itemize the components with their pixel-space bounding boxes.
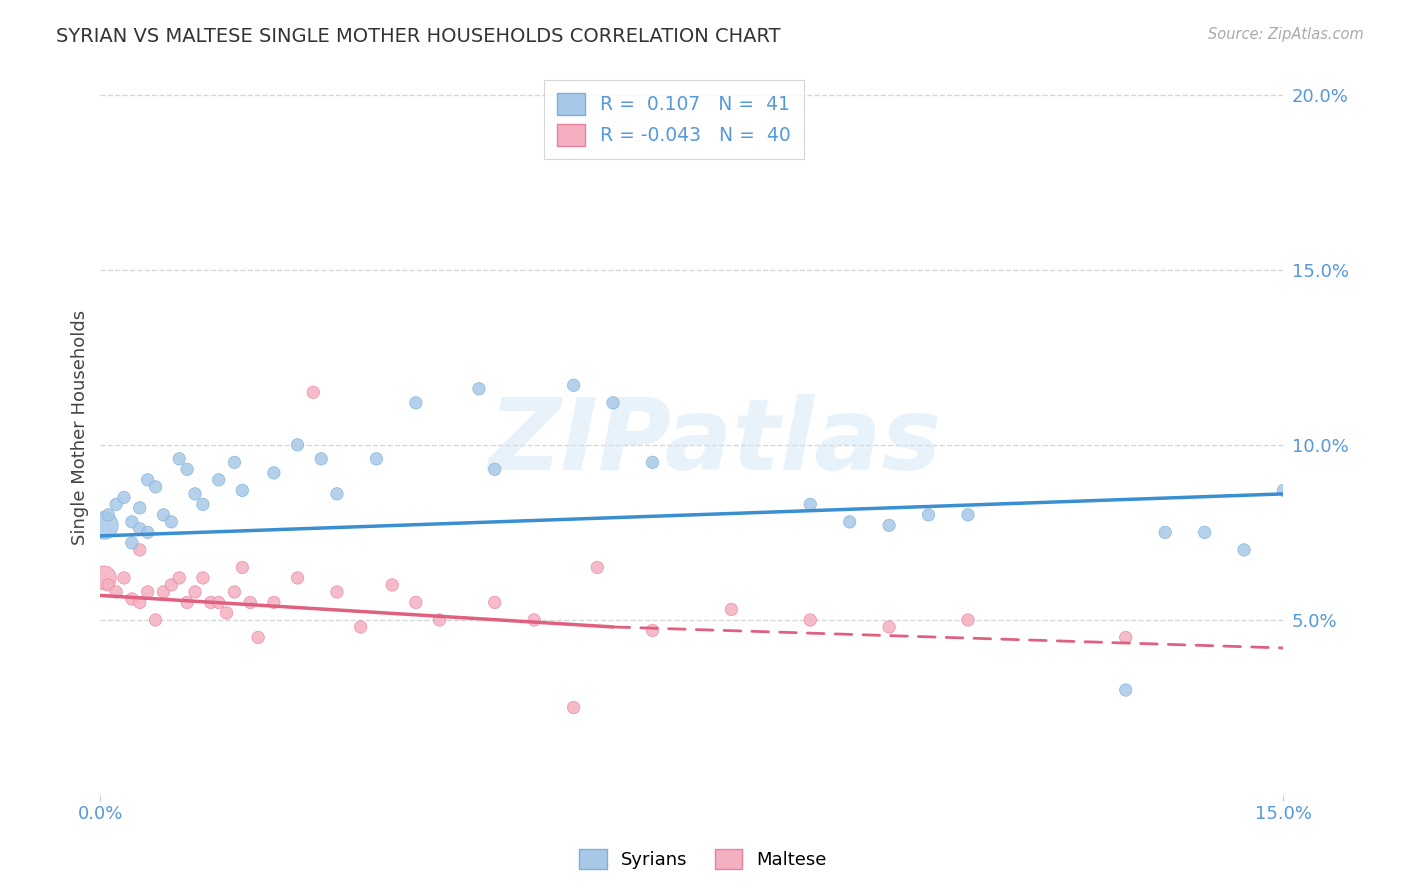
Point	[287, 571, 309, 585]
Point	[484, 595, 506, 609]
Point	[287, 438, 309, 452]
Point	[1154, 525, 1177, 540]
Point	[484, 462, 506, 476]
Point	[917, 508, 939, 522]
Point	[105, 497, 128, 511]
Text: SYRIAN VS MALTESE SINGLE MOTHER HOUSEHOLDS CORRELATION CHART: SYRIAN VS MALTESE SINGLE MOTHER HOUSEHOL…	[56, 27, 780, 45]
Point	[799, 613, 821, 627]
Point	[641, 455, 664, 469]
Point	[121, 515, 143, 529]
Point	[208, 595, 231, 609]
Point	[191, 497, 214, 511]
Point	[562, 700, 585, 714]
Point	[167, 571, 190, 585]
Point	[263, 595, 285, 609]
Point	[167, 451, 190, 466]
Point	[1233, 542, 1256, 557]
Point	[176, 462, 198, 476]
Point	[128, 522, 150, 536]
Point	[326, 585, 349, 599]
Point	[112, 571, 135, 585]
Point	[231, 483, 253, 498]
Point	[956, 613, 979, 627]
Point	[602, 396, 624, 410]
Point	[956, 508, 979, 522]
Point	[877, 518, 900, 533]
Point	[838, 515, 860, 529]
Point	[200, 595, 222, 609]
Point	[93, 518, 115, 533]
Point	[215, 606, 238, 620]
Point	[586, 560, 609, 574]
Point	[208, 473, 231, 487]
Point	[263, 466, 285, 480]
Point	[224, 585, 246, 599]
Point	[641, 624, 664, 638]
Point	[468, 382, 491, 396]
Point	[121, 591, 143, 606]
Point	[160, 578, 183, 592]
Point	[145, 480, 167, 494]
Point	[562, 378, 585, 392]
Text: ZIPatlas: ZIPatlas	[489, 393, 942, 491]
Point	[1115, 631, 1137, 645]
Point	[121, 536, 143, 550]
Text: Source: ZipAtlas.com: Source: ZipAtlas.com	[1208, 27, 1364, 42]
Point	[191, 571, 214, 585]
Point	[176, 595, 198, 609]
Legend: Syrians, Maltese: Syrians, Maltese	[571, 839, 835, 879]
Point	[231, 560, 253, 574]
Point	[247, 631, 270, 645]
Point	[1272, 483, 1295, 498]
Point	[381, 578, 404, 592]
Point	[720, 602, 742, 616]
Point	[128, 542, 150, 557]
Point	[152, 585, 174, 599]
Point	[877, 620, 900, 634]
Point	[184, 487, 207, 501]
Legend: R =  0.107   N =  41, R = -0.043   N =  40: R = 0.107 N = 41, R = -0.043 N = 40	[544, 80, 804, 159]
Point	[97, 508, 120, 522]
Point	[405, 595, 427, 609]
Point	[523, 613, 546, 627]
Point	[326, 487, 349, 501]
Point	[366, 451, 388, 466]
Point	[112, 491, 135, 505]
Point	[350, 620, 373, 634]
Point	[152, 508, 174, 522]
Point	[309, 451, 332, 466]
Point	[184, 585, 207, 599]
Point	[136, 473, 159, 487]
Point	[136, 585, 159, 599]
Point	[128, 595, 150, 609]
Point	[145, 613, 167, 627]
Point	[136, 525, 159, 540]
Point	[302, 385, 325, 400]
Point	[429, 613, 451, 627]
Point	[105, 585, 128, 599]
Point	[1194, 525, 1216, 540]
Point	[97, 578, 120, 592]
Point	[799, 497, 821, 511]
Point	[1115, 683, 1137, 698]
Point	[160, 515, 183, 529]
Point	[239, 595, 262, 609]
Point	[224, 455, 246, 469]
Point	[128, 500, 150, 515]
Point	[405, 396, 427, 410]
Y-axis label: Single Mother Households: Single Mother Households	[72, 310, 89, 545]
Point	[93, 571, 115, 585]
